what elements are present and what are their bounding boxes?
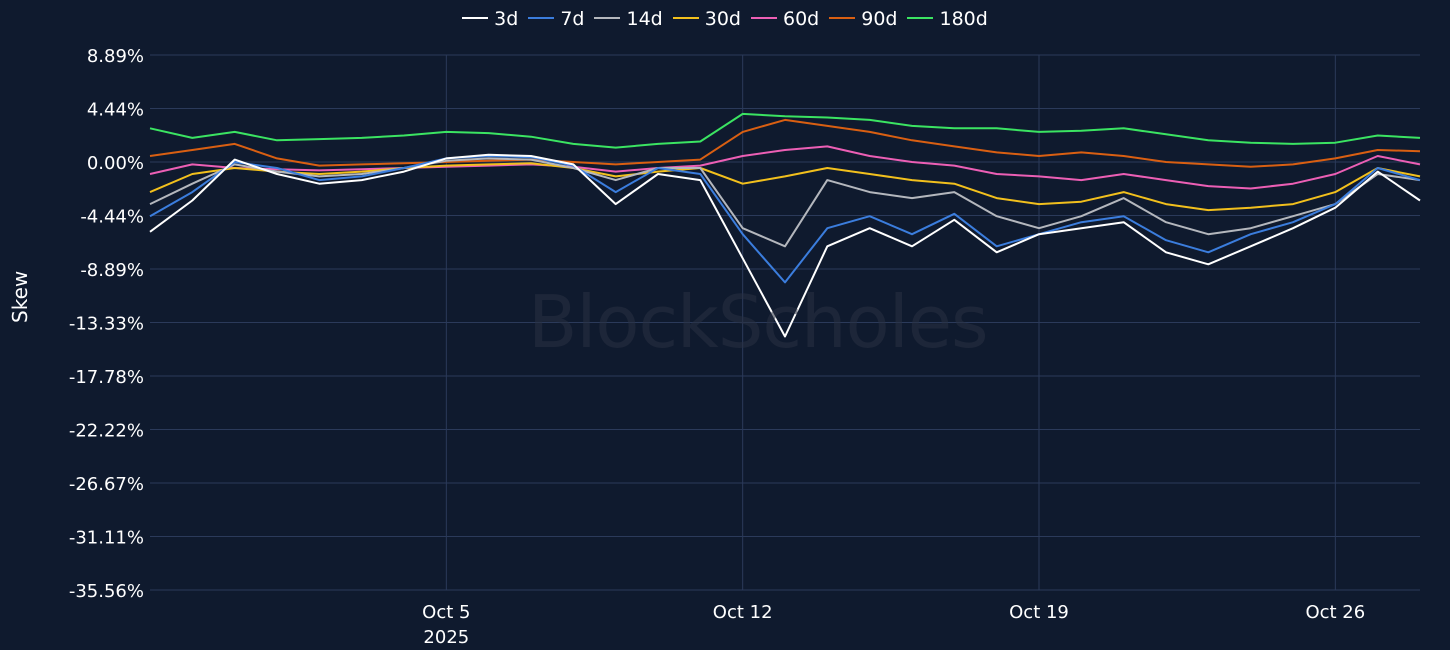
y-tick-label: -35.56% [69,581,144,602]
y-tick-label: -13.33% [69,313,144,334]
y-tick-label: -17.78% [69,367,144,388]
series-line-180d [149,112,1421,149]
legend-swatch [528,16,555,19]
legend-item-14d[interactable]: 14d [594,8,663,30]
legend-swatch [907,16,934,19]
series-line-14d [149,157,1421,248]
legend-label: 7d [560,8,585,30]
y-tick-label: 4.44% [87,100,144,121]
legend-swatch [672,16,699,19]
y-tick-label: -22.22% [69,420,144,441]
legend-item-60d[interactable]: 60d [750,8,820,30]
x-tick-label: Oct 12 [713,602,773,623]
legend-swatch [750,16,777,19]
legend-swatch [462,16,489,19]
legend-label: 90d [861,8,898,30]
legend-label: 3d [494,8,519,30]
series-line-90d [149,118,1421,168]
x-tick-label: Oct 5 [422,602,470,623]
legend-swatch [829,16,856,19]
legend-item-3d[interactable]: 3d [462,8,518,30]
y-tick-label: -31.11% [69,527,144,548]
chart-legend: 3d 7d 14d 30d 60d 90d 180d [0,8,1450,30]
series-line-60d [149,145,1421,190]
x-tick-label: Oct 19 [1009,602,1069,623]
legend-item-7d[interactable]: 7d [528,8,584,30]
legend-label: 180d [939,8,988,30]
legend-item-90d[interactable]: 90d [829,8,897,30]
legend-item-30d[interactable]: 30d [672,8,741,30]
y-tick-label: -8.89% [80,260,144,281]
legend-item-180d[interactable]: 180d [907,8,988,30]
legend-label: 30d [704,8,741,30]
y-tick-label: -4.44% [80,206,144,227]
series-line-7d [149,155,1421,284]
legend-label: 14d [626,8,663,30]
legend-swatch [594,16,621,19]
legend-label: 60d [782,8,820,30]
y-tick-label: 0.00% [87,153,144,174]
series-line-3d [149,153,1421,338]
x-tick-label: Oct 26 [1305,602,1365,623]
y-tick-label: 8.89% [87,46,144,67]
y-tick-label: -26.67% [69,474,144,495]
x-tick-sublabel: 2025 [423,627,469,648]
series-line-30d [149,162,1421,212]
y-axis-label: Skew [8,270,32,323]
